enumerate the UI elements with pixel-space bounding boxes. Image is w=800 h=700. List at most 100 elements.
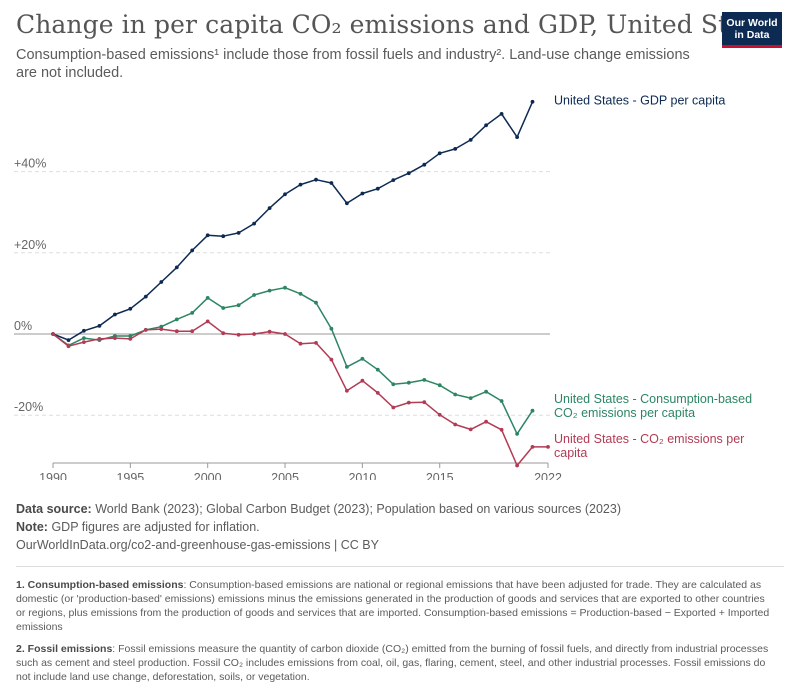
data-point[interactable] [221,331,226,336]
data-point[interactable] [267,288,272,293]
data-point[interactable] [236,332,241,337]
data-point[interactable] [236,231,241,235]
data-point[interactable] [298,182,303,187]
data-point[interactable] [422,162,427,167]
data-point[interactable] [453,422,458,427]
series-line-1[interactable] [52,286,534,435]
data-point[interactable] [143,328,148,332]
data-point[interactable] [298,291,303,296]
data-point[interactable] [190,311,195,315]
data-point[interactable] [128,334,133,338]
data-point[interactable] [499,399,504,403]
data-point[interactable] [143,294,148,299]
data-point[interactable] [406,380,411,385]
data-point[interactable] [267,329,272,334]
data-point[interactable] [360,191,365,196]
y-tick-label: +20% [14,238,46,252]
data-point[interactable] [82,328,86,333]
data-point[interactable] [66,338,71,342]
data-point[interactable] [437,412,442,417]
data-point[interactable] [283,285,287,290]
data-point[interactable] [468,138,473,142]
data-point[interactable] [360,356,365,361]
data-point[interactable] [375,391,380,395]
data-point[interactable] [283,192,287,197]
footnote-2-text: : Fossil emissions measure the quantity … [16,643,769,683]
data-point[interactable] [113,336,117,340]
data-point[interactable] [453,147,458,151]
data-point[interactable] [422,378,427,382]
data-point[interactable] [82,340,86,344]
data-point[interactable] [515,463,519,468]
data-point[interactable] [190,248,195,253]
data-point[interactable] [484,123,488,128]
data-point[interactable] [159,280,164,284]
data-point[interactable] [499,112,504,116]
data-point[interactable] [174,317,179,322]
data-point[interactable] [205,319,210,324]
data-point[interactable] [468,396,473,400]
data-point[interactable] [437,383,442,388]
data-point[interactable] [360,378,365,383]
data-point[interactable] [314,341,318,345]
data-point[interactable] [391,382,396,387]
data-point[interactable] [314,300,318,305]
data-point[interactable] [375,186,380,191]
data-point[interactable] [345,365,349,369]
series-line-0[interactable] [52,101,534,341]
data-point[interactable] [546,445,550,449]
data-point[interactable] [468,427,473,432]
data-point[interactable] [190,329,195,334]
data-point[interactable] [97,324,102,328]
data-point[interactable] [221,306,226,310]
data-point[interactable] [375,367,380,372]
data-point[interactable] [113,312,117,317]
data-point[interactable] [499,427,504,432]
data-point[interactable] [530,99,535,104]
data-point[interactable] [97,337,102,341]
data-point[interactable] [174,329,179,334]
data-point[interactable] [484,389,488,394]
data-point[interactable] [391,405,396,410]
data-point[interactable] [252,332,256,336]
data-source-line: Data source: World Bank (2023); Global C… [16,500,786,518]
data-point[interactable] [82,336,86,340]
data-point[interactable] [437,151,442,156]
data-point[interactable] [205,233,210,238]
data-point[interactable] [345,201,349,206]
series-label-0: United States - GDP per capita [554,94,725,108]
data-point[interactable] [484,419,488,424]
data-point[interactable] [298,341,303,346]
data-point[interactable] [174,265,179,270]
data-point[interactable] [221,234,226,239]
data-point[interactable] [422,400,427,405]
data-point[interactable] [329,326,334,331]
data-point[interactable] [406,400,411,405]
data-point[interactable] [345,388,349,393]
data-point[interactable] [515,135,519,139]
data-point[interactable] [530,408,535,413]
data-point[interactable] [329,357,334,362]
data-point[interactable] [252,221,256,226]
data-point[interactable] [51,332,55,336]
data-point[interactable] [283,332,287,336]
data-point[interactable] [267,206,272,210]
data-point[interactable] [515,432,519,436]
data-point[interactable] [128,337,133,341]
data-point[interactable] [530,445,535,449]
owid-logo[interactable]: Our World in Data [722,12,782,48]
source-link[interactable]: OurWorldInData.org/co2-and-greenhouse-ga… [16,538,379,552]
data-point[interactable] [66,344,71,349]
data-point[interactable] [205,296,210,300]
x-tick-label: 1995 [116,471,144,480]
data-point[interactable] [391,178,396,182]
data-point[interactable] [159,327,164,331]
data-point[interactable] [314,177,318,182]
data-point[interactable] [453,392,458,397]
data-point[interactable] [406,171,411,176]
data-point[interactable] [236,303,241,308]
data-point[interactable] [252,293,256,297]
grid-lines: -20% 0% +20% +40% [14,157,550,416]
data-point[interactable] [128,306,133,311]
data-point[interactable] [329,181,334,185]
